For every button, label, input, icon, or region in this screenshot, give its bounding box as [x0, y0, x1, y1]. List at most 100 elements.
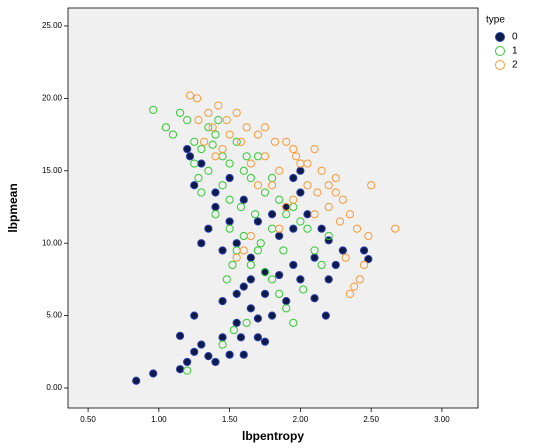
- point: [183, 115, 192, 125]
- y-tick-label: 20.00: [42, 93, 63, 102]
- point: [190, 181, 199, 190]
- point: [211, 152, 220, 161]
- point: [239, 195, 248, 204]
- point: [324, 236, 333, 245]
- point: [232, 239, 241, 248]
- point: [242, 152, 251, 161]
- y-tick-label: 10.00: [42, 238, 63, 247]
- point: [260, 268, 270, 277]
- point: [275, 289, 284, 298]
- point: [232, 318, 241, 327]
- x-tick-label: 3.00: [434, 415, 450, 424]
- point: [183, 144, 192, 154]
- point: [190, 159, 199, 168]
- point: [246, 260, 255, 270]
- point: [236, 333, 246, 342]
- point: [236, 137, 246, 146]
- point: [289, 195, 298, 204]
- point: [211, 357, 220, 367]
- point: [239, 246, 248, 255]
- point: [197, 239, 206, 248]
- point: [246, 304, 255, 313]
- point: [256, 239, 265, 248]
- x-tick-label: 0.50: [80, 415, 96, 424]
- point: [267, 275, 277, 284]
- point: [345, 210, 355, 219]
- point: [225, 224, 234, 233]
- point: [211, 202, 220, 212]
- x-tick-label: 2.00: [293, 415, 309, 424]
- point: [197, 159, 206, 168]
- point: [267, 210, 277, 219]
- point: [204, 108, 213, 117]
- point: [218, 333, 227, 342]
- point: [208, 140, 217, 149]
- point: [239, 166, 248, 175]
- point: [218, 144, 227, 154]
- point: [324, 202, 333, 212]
- point: [338, 195, 347, 204]
- point: [190, 137, 199, 146]
- point: [296, 275, 305, 284]
- point: [289, 224, 298, 233]
- point: [267, 311, 277, 320]
- point: [183, 366, 192, 375]
- point: [236, 202, 246, 212]
- point: [275, 231, 284, 241]
- point: [338, 246, 347, 255]
- point: [341, 253, 350, 262]
- point: [194, 115, 203, 125]
- point: [289, 173, 298, 183]
- point: [310, 210, 319, 219]
- point: [310, 294, 319, 303]
- point: [335, 217, 345, 226]
- point: [232, 253, 241, 262]
- point: [225, 159, 234, 168]
- point: [282, 297, 291, 306]
- point: [246, 173, 255, 183]
- point: [289, 260, 298, 270]
- point: [190, 311, 199, 320]
- point: [292, 152, 301, 161]
- point: [132, 376, 141, 385]
- point: [331, 260, 340, 270]
- point: [232, 108, 241, 117]
- point: [246, 159, 255, 168]
- point: [149, 105, 158, 115]
- point: [279, 246, 288, 255]
- point: [391, 224, 400, 233]
- point: [218, 340, 227, 349]
- point: [253, 333, 263, 342]
- point: [303, 210, 312, 219]
- point: [321, 311, 330, 320]
- point: [168, 130, 178, 139]
- point: [194, 173, 203, 183]
- y-tick-label: 25.00: [42, 21, 63, 30]
- point: [222, 275, 231, 284]
- point: [303, 181, 312, 190]
- point: [161, 123, 171, 132]
- point: [246, 275, 255, 284]
- point: [253, 130, 263, 139]
- point: [192, 94, 202, 103]
- point: [218, 297, 227, 306]
- point: [324, 231, 333, 241]
- point: [229, 325, 238, 335]
- y-tick-label: 0.00: [46, 383, 62, 392]
- x-tick-label: 1.00: [151, 415, 167, 424]
- point: [270, 137, 280, 146]
- point: [364, 231, 373, 241]
- point: [317, 224, 326, 233]
- x-tick-label: 1.50: [222, 415, 238, 424]
- point: [232, 137, 241, 146]
- point: [282, 202, 291, 212]
- point: [275, 166, 284, 175]
- legend-label: 0: [512, 32, 518, 43]
- point: [225, 350, 234, 359]
- point: [352, 224, 362, 233]
- point: [275, 224, 284, 233]
- point: [222, 115, 231, 125]
- point: [289, 144, 298, 154]
- point: [310, 246, 319, 255]
- point: [317, 166, 326, 175]
